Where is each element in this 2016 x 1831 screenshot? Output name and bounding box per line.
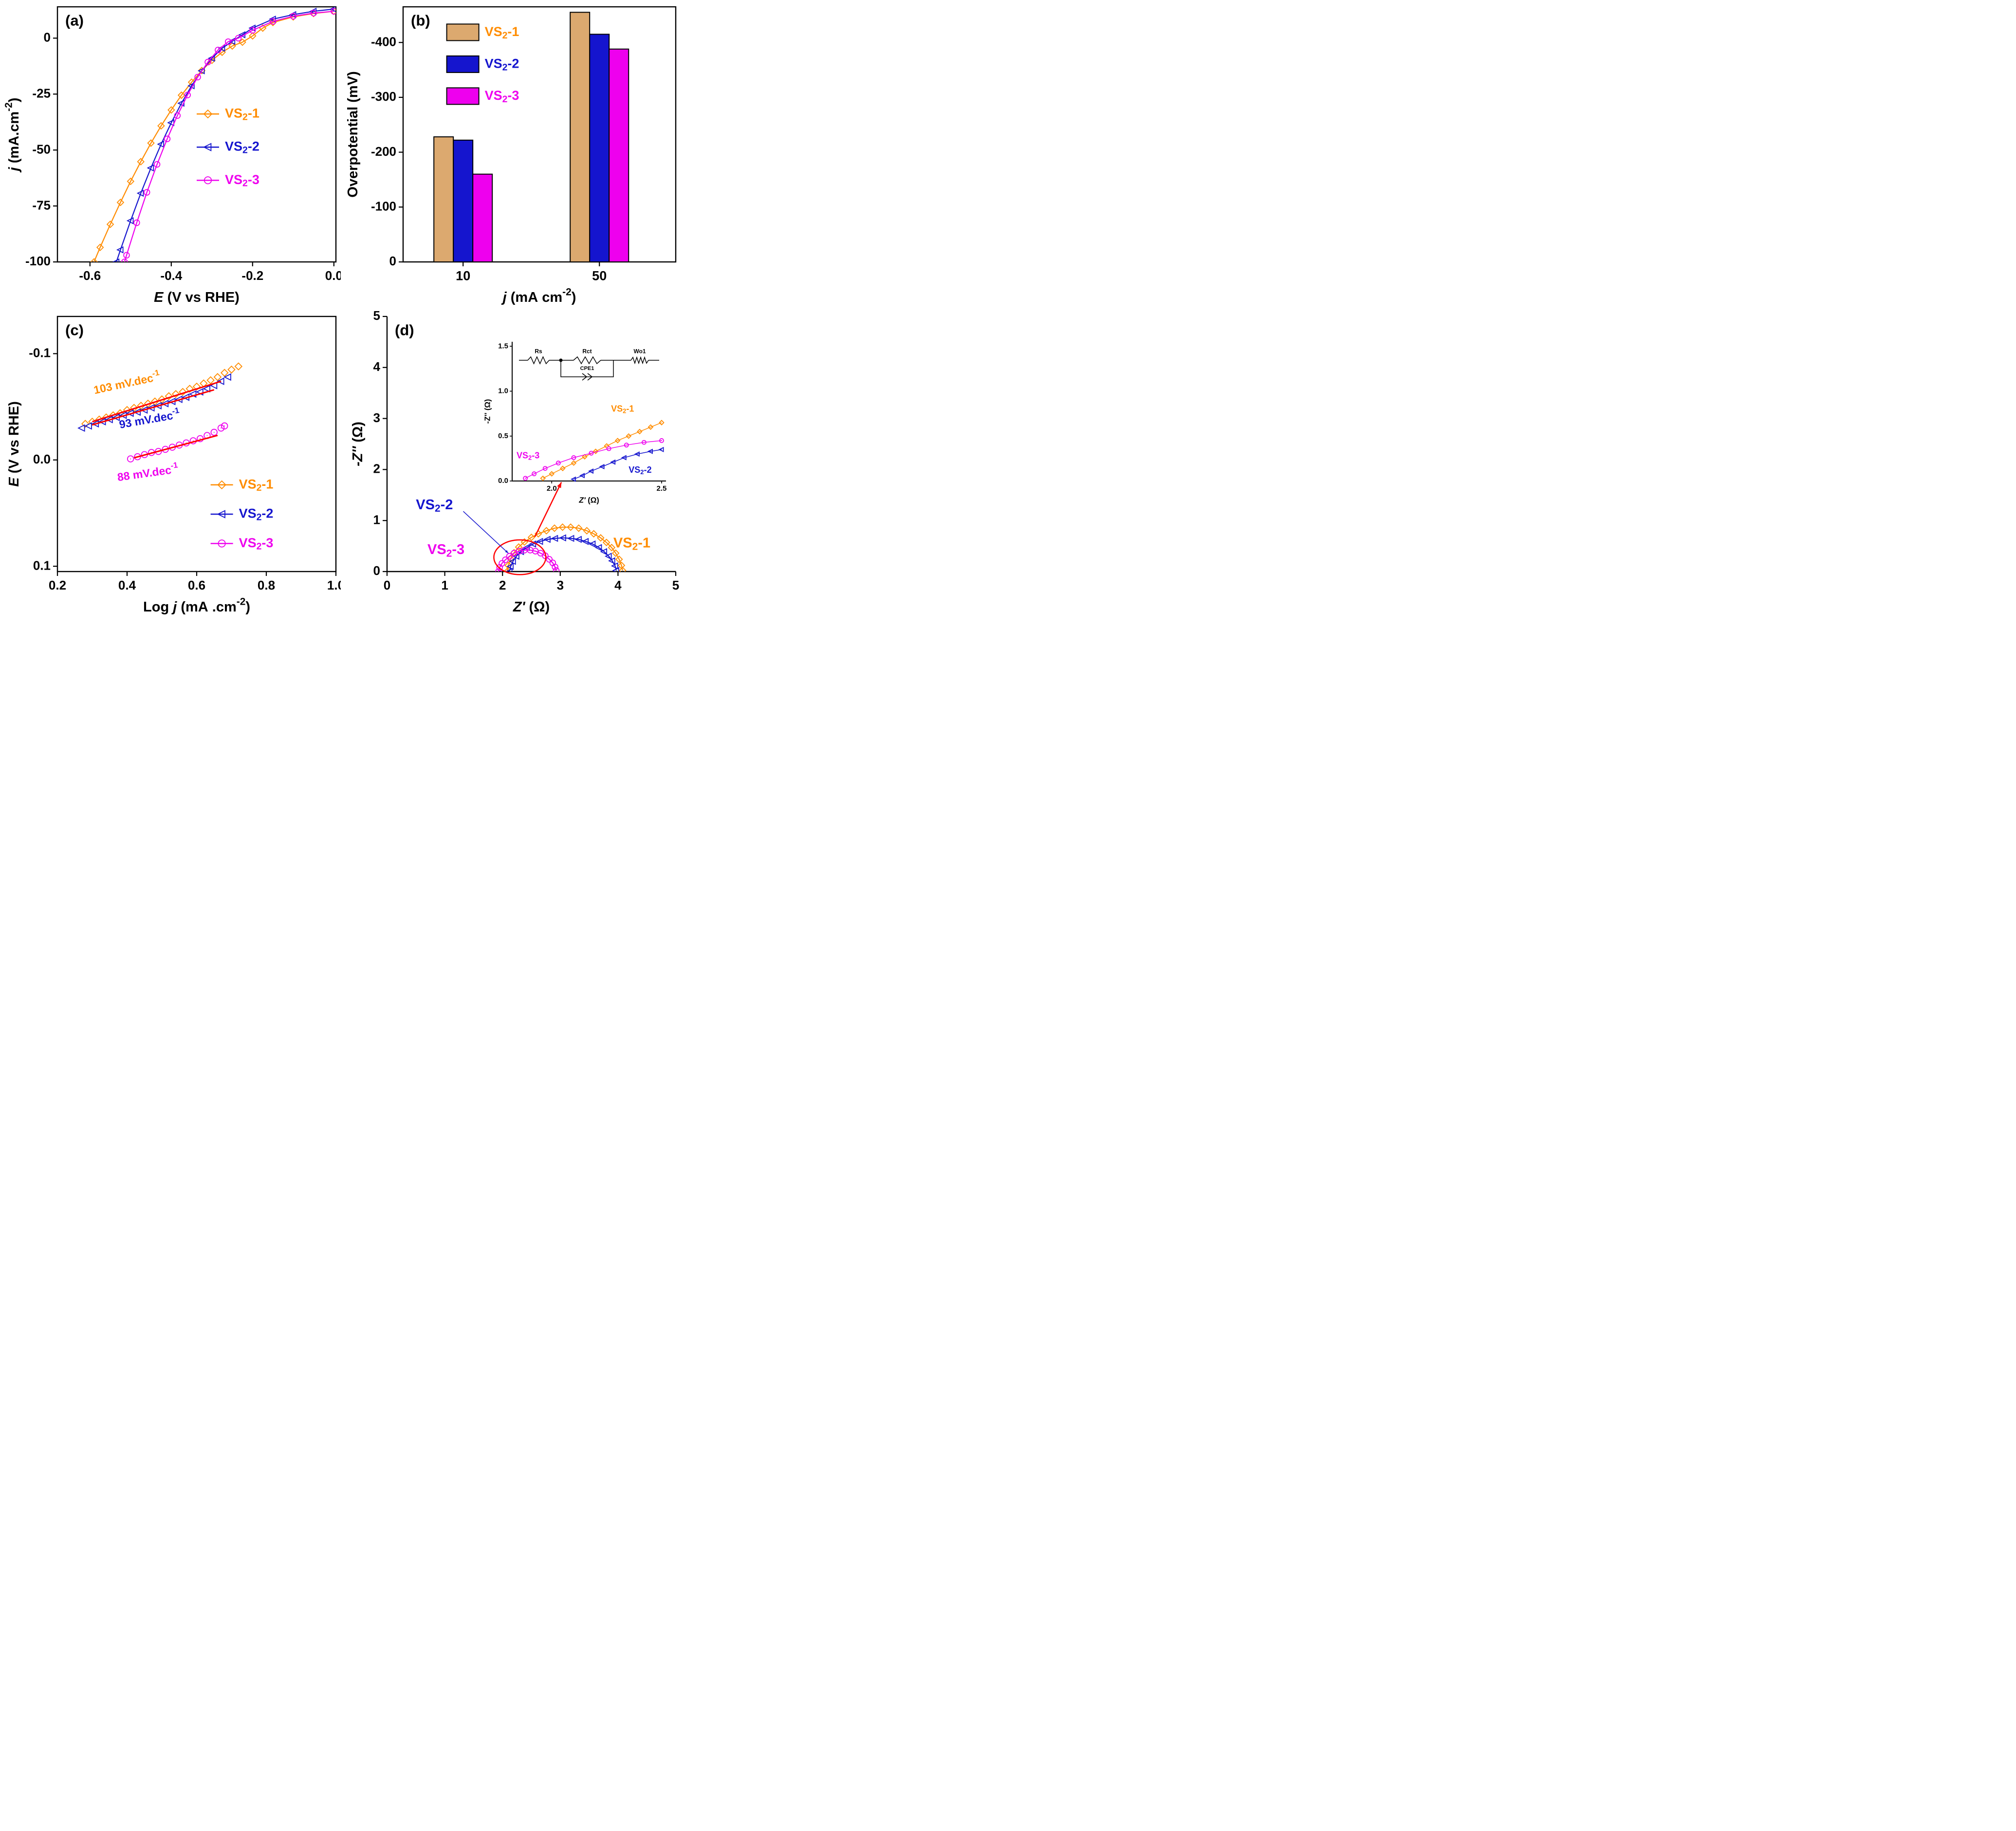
panel-a-lsv bbox=[0, 0, 341, 310]
panel-d-nyquist bbox=[341, 310, 682, 619]
panel-d-nyquist-chart bbox=[341, 310, 682, 619]
panel-b-overpotential-chart bbox=[341, 0, 682, 310]
panel-c-tafel bbox=[0, 310, 341, 619]
panel-a-lsv-chart bbox=[0, 0, 341, 310]
panel-c-tafel-chart bbox=[0, 310, 341, 619]
panel-b-overpotential bbox=[341, 0, 682, 310]
figure bbox=[0, 0, 682, 619]
